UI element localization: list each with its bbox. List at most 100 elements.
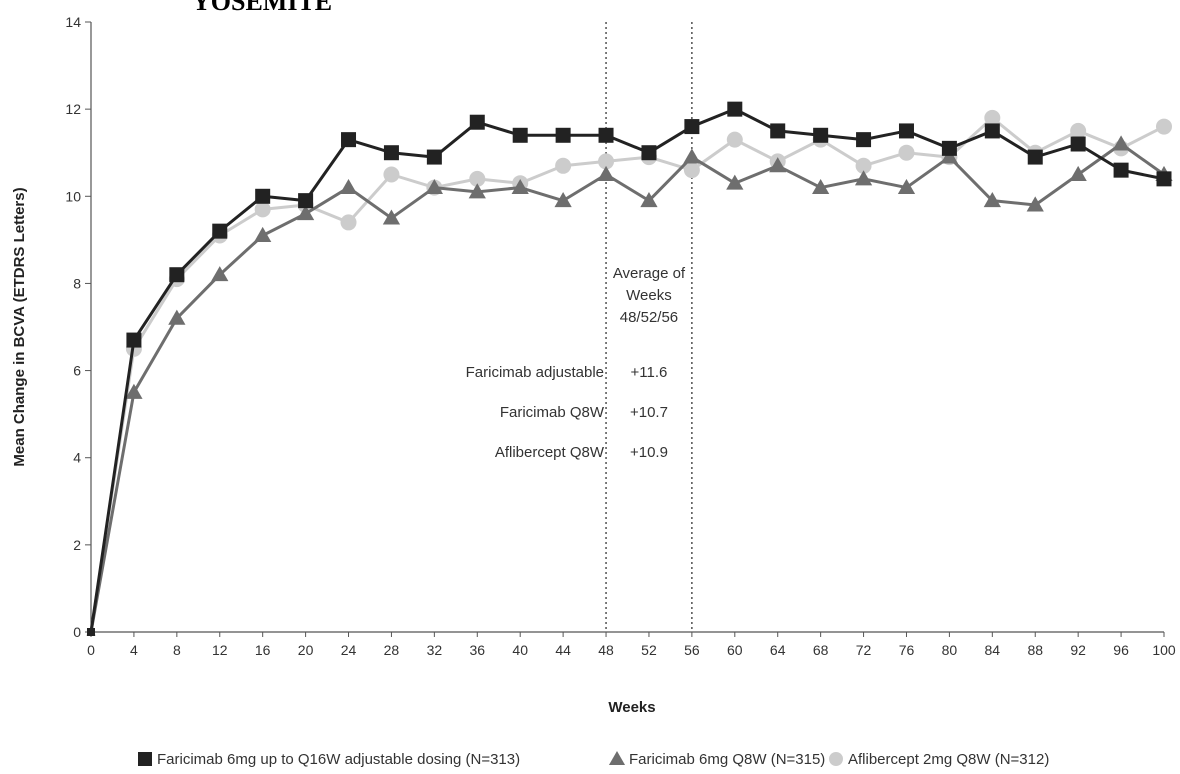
legend-entry-label: Faricimab 6mg Q8W (N=315) xyxy=(629,751,825,768)
legend-entry-label: Aflibercept 2mg Q8W (N=312) xyxy=(848,751,1049,768)
x-tick-label: 28 xyxy=(384,642,400,658)
data-point-square xyxy=(469,114,485,130)
data-point-square xyxy=(898,123,914,139)
data-point-triangle xyxy=(168,309,186,325)
x-tick-label: 20 xyxy=(298,642,314,658)
data-point-triangle xyxy=(683,148,701,164)
data-point-triangle xyxy=(812,178,830,195)
series-line xyxy=(89,116,1165,633)
average-annotation: Average of Weeks 48/52/56 Faricimab adjusta… xyxy=(466,265,686,461)
data-point-square xyxy=(212,223,228,239)
data-point-square xyxy=(1027,149,1043,165)
data-point-circle xyxy=(898,144,915,161)
data-point-circle xyxy=(726,131,743,148)
data-point-circle xyxy=(469,170,486,187)
y-tick-label: 10 xyxy=(65,188,81,204)
data-point-triangle xyxy=(726,174,744,190)
x-tick-label: 80 xyxy=(942,642,958,658)
data-point-circle xyxy=(855,157,872,174)
data-point-square xyxy=(383,145,399,161)
data-point-circle xyxy=(254,201,271,218)
y-tick-label: 2 xyxy=(73,537,81,553)
legend: Faricimab 6mg up to Q16W adjustable dosi… xyxy=(138,750,1049,768)
y-axis-label: Mean Change in BCVA (ETDRS Letters) xyxy=(11,187,28,466)
x-tick-label: 44 xyxy=(555,642,571,658)
data-point-square xyxy=(255,188,271,204)
chart-title: YOSEMITE xyxy=(192,0,332,16)
y-tick-label: 8 xyxy=(73,275,81,291)
data-point-square xyxy=(1156,171,1172,187)
data-point-square xyxy=(727,101,743,117)
y-tick-label: 6 xyxy=(73,363,81,379)
legend-entry-label: Faricimab 6mg up to Q16W adjustable dosi… xyxy=(157,751,520,768)
annotation-row-label: Aflibercept Q8W xyxy=(495,444,605,461)
x-tick-label: 72 xyxy=(856,642,872,658)
data-point-square xyxy=(813,127,829,143)
x-tick-label: 76 xyxy=(899,642,915,658)
x-tick-label: 8 xyxy=(173,642,181,658)
annotation-row-value: +11.6 xyxy=(631,364,668,381)
data-point-circle xyxy=(555,157,572,174)
data-point-square xyxy=(126,332,142,348)
y-tick-label: 0 xyxy=(73,624,81,640)
x-tick-label: 4 xyxy=(130,642,138,658)
x-tick-label: 48 xyxy=(598,642,614,658)
series-triangle xyxy=(86,135,1173,636)
x-tick-label: 88 xyxy=(1027,642,1043,658)
x-tick-label: 56 xyxy=(684,642,700,658)
data-point-circle xyxy=(683,162,700,179)
x-tick-label: 60 xyxy=(727,642,743,658)
data-point-square xyxy=(856,132,872,148)
data-point-square xyxy=(941,140,957,156)
data-point-square xyxy=(87,628,95,636)
x-tick-label: 12 xyxy=(212,642,228,658)
x-tick-label: 40 xyxy=(512,642,528,658)
annotation-header-line: 48/52/56 xyxy=(620,309,678,326)
data-point-square xyxy=(598,127,614,143)
data-point-triangle xyxy=(608,750,626,766)
annotation-row-label: Faricimab Q8W xyxy=(500,404,605,421)
data-point-square xyxy=(770,123,786,139)
data-point-square xyxy=(1070,136,1086,152)
data-point-circle xyxy=(1070,122,1087,139)
x-tick-label: 36 xyxy=(469,642,485,658)
data-point-triangle xyxy=(382,209,401,225)
data-point-square xyxy=(426,149,442,165)
data-point-triangle xyxy=(296,205,315,221)
annotation-header-line: Weeks xyxy=(626,287,672,304)
x-tick-label: 84 xyxy=(985,642,1001,658)
series-layer xyxy=(86,101,1173,636)
data-point-square xyxy=(641,145,657,161)
x-tick-label: 64 xyxy=(770,642,786,658)
y-tick-label: 4 xyxy=(73,450,81,466)
x-tick-label: 24 xyxy=(341,642,357,658)
data-point-circle xyxy=(829,752,843,766)
data-point-triangle xyxy=(769,157,787,173)
data-point-triangle xyxy=(640,192,658,208)
data-point-triangle xyxy=(897,178,916,195)
data-point-triangle xyxy=(211,266,229,282)
data-point-square xyxy=(341,132,357,148)
data-point-triangle xyxy=(940,148,959,164)
data-point-triangle xyxy=(511,178,529,195)
x-tick-label: 92 xyxy=(1070,642,1086,658)
data-point-triangle xyxy=(597,165,615,181)
data-point-triangle xyxy=(125,383,143,399)
data-point-triangle xyxy=(1026,196,1044,212)
data-point-triangle xyxy=(983,192,1001,208)
data-point-square xyxy=(984,123,1000,139)
data-point-triangle xyxy=(425,178,443,195)
x-tick-label: 16 xyxy=(255,642,271,658)
data-point-square xyxy=(138,752,152,766)
data-point-square xyxy=(169,267,185,283)
data-point-triangle xyxy=(339,178,358,195)
data-point-square xyxy=(298,193,314,209)
x-tick-label: 52 xyxy=(641,642,657,658)
data-point-circle xyxy=(1156,118,1172,135)
y-tick-label: 14 xyxy=(65,14,81,30)
annotation-row-value: +10.9 xyxy=(630,444,668,461)
data-point-triangle xyxy=(554,192,572,208)
x-tick-label: 100 xyxy=(1152,642,1176,658)
